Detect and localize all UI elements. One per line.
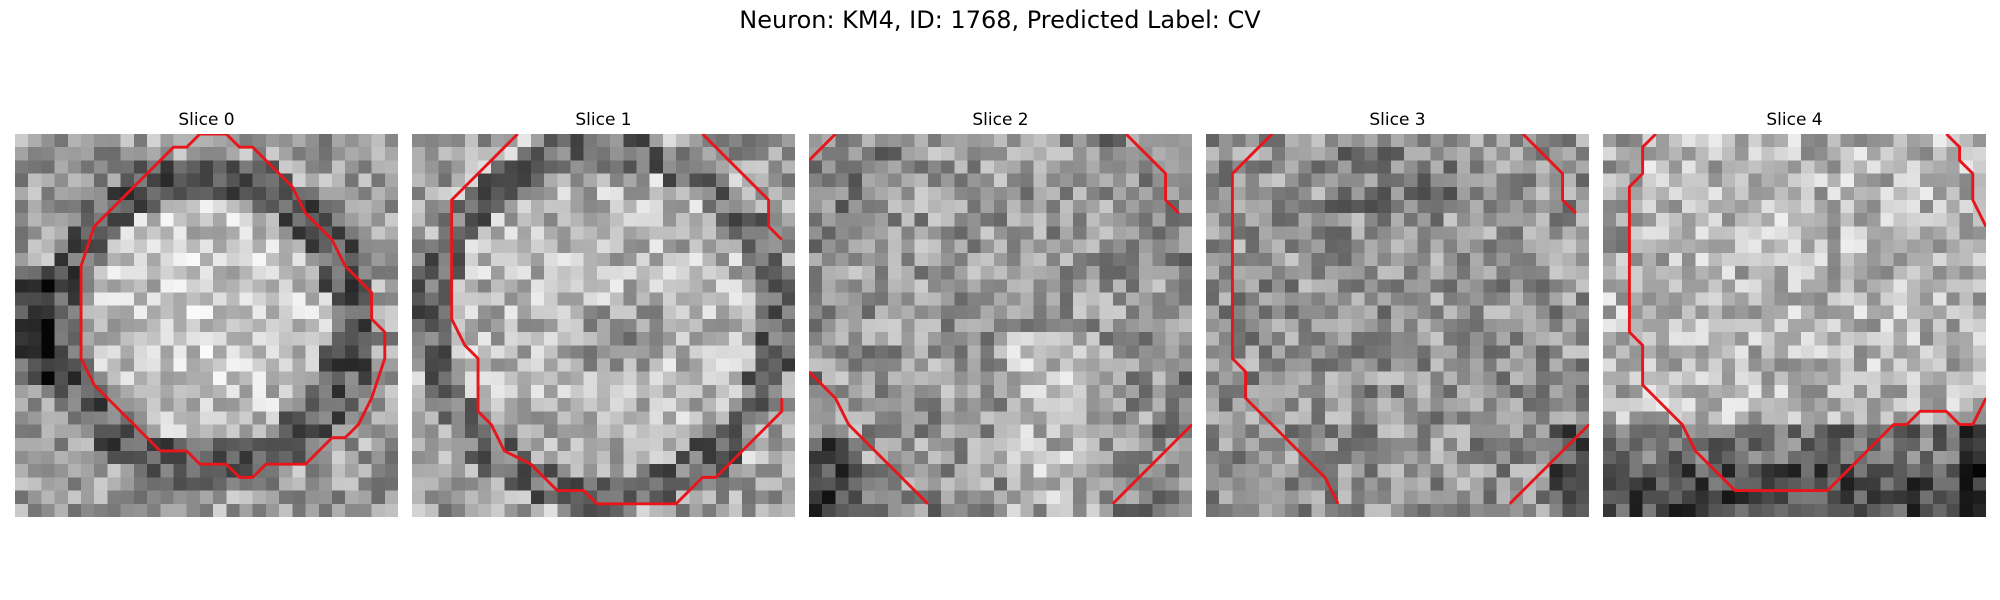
contour-line	[1627, 134, 1986, 493]
contour-line	[1508, 423, 1589, 505]
slice-title: Slice 1	[575, 110, 632, 130]
contour-line	[809, 370, 929, 505]
micrograph-image	[1206, 134, 1589, 517]
contour-line	[1230, 134, 1340, 505]
micrograph-image	[809, 134, 1192, 517]
slice-panel: Slice 3	[1206, 110, 1589, 517]
contour-line	[701, 134, 783, 241]
contour-line	[809, 134, 837, 162]
contour-line	[1945, 134, 1986, 228]
contour-line	[79, 134, 387, 479]
slice-title: Slice 2	[972, 110, 1029, 130]
slice-panel: Slice 4	[1603, 110, 1986, 517]
slice-panel: Slice 0	[15, 110, 398, 517]
slice-title: Slice 3	[1369, 110, 1426, 130]
slice-panel: Slice 1	[412, 110, 795, 517]
micrograph-image	[412, 134, 795, 517]
contour-line	[1124, 134, 1180, 215]
contour-line	[1521, 134, 1577, 215]
micrograph-image	[15, 134, 398, 517]
contour-line	[450, 134, 784, 506]
figure-title: Neuron: KM4, ID: 1768, Predicted Label: …	[739, 6, 1261, 34]
slice-title: Slice 4	[1766, 110, 1823, 130]
slice-panel: Slice 2	[809, 110, 1192, 517]
contour-line	[1111, 423, 1192, 505]
micrograph-image	[1603, 134, 1986, 517]
slice-title: Slice 0	[178, 110, 235, 130]
